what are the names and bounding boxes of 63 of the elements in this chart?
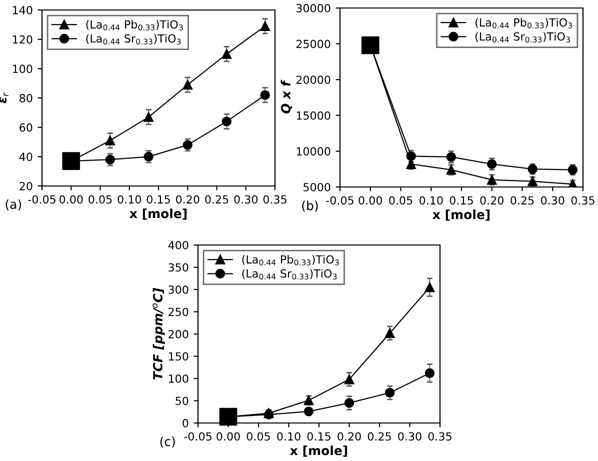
x-tick-label: -0.05 <box>28 195 56 204</box>
x-tick-label: 0.20 <box>338 432 361 441</box>
legend-label: (La$_{0.44}$ Sr$_{0.33}$)TiO$_{3}$ <box>86 34 181 44</box>
y-tick-label: 100 <box>12 64 32 74</box>
x-tick-label: 0.00 <box>216 432 240 441</box>
x-tick-label: 0.30 <box>540 196 564 205</box>
y-tick-label: 140 <box>12 6 32 14</box>
y-tick-label: 20000 <box>296 76 330 84</box>
x-tick-label: 0.35 <box>571 196 594 205</box>
y-tick-label: 50 <box>176 396 188 406</box>
x-tick-label: 0.05 <box>88 195 112 204</box>
x-tick-label: 0.05 <box>389 196 412 205</box>
x-tick-label: 0.15 <box>450 196 473 205</box>
x-tick-label: 0.15 <box>146 195 170 204</box>
x-tick-label: 0.35 <box>428 432 452 441</box>
x-tick-label: 0.00 <box>358 196 382 205</box>
y-tick-label: 350 <box>168 263 188 272</box>
y-tick-label: 400 <box>168 240 188 250</box>
x-tick-label: 0.25 <box>368 432 391 441</box>
x-tick-label: 0.15 <box>307 432 330 441</box>
y-tick-label: 40 <box>19 152 32 162</box>
x-axis-title: x [mole] <box>432 210 490 221</box>
y-tick-label: 120 <box>12 35 32 44</box>
y-tick-label: 300 <box>168 285 188 294</box>
x-axis-title: x [mole] <box>290 446 348 457</box>
y-tick-label: 25000 <box>296 40 330 48</box>
text: (b) <box>302 200 318 212</box>
x-tick-label: 0.30 <box>398 432 422 441</box>
y-tick-label: 100 <box>168 374 188 383</box>
y-tick-label: 60 <box>20 123 32 132</box>
y-tick-label: 150 <box>168 352 188 361</box>
y-tick-label: 250 <box>168 308 188 316</box>
legend-label: (La$_{0.44}$ Pb$_{0.33}$)TiO$_{3}$ <box>86 20 183 30</box>
y-tick-label: 80 <box>20 94 32 102</box>
x-tick-label: 0.10 <box>277 432 300 441</box>
y-tick-label: 20 <box>20 182 32 190</box>
y-axis-title: TCF [ppm/$^{o}$C] <box>152 288 165 380</box>
x-tick-label: 0.20 <box>480 196 504 205</box>
legend-label: (La$_{0.44}$ Sr$_{0.33}$)TiO$_{3}$ <box>242 269 337 280</box>
text: (c) <box>160 436 175 448</box>
text: (a) <box>6 199 22 210</box>
x-tick-label: 0.30 <box>234 195 258 204</box>
legend-label: (La$_{0.44}$ Pb$_{0.33}$)TiO$_{3}$ <box>476 18 572 28</box>
legend-label: (La$_{0.44}$ Pb$_{0.33}$)TiO$_{3}$ <box>242 255 339 266</box>
y-tick-label: 10000 <box>296 147 330 156</box>
y-tick-label: 0 <box>182 418 188 428</box>
y-tick-label: 200 <box>168 330 188 338</box>
y-tick-label: 15000 <box>296 111 330 120</box>
legend-label: (La$_{0.44}$ Sr$_{0.33}$)TiO$_{3}$ <box>476 32 570 42</box>
y-tick-label: 5000 <box>304 182 330 192</box>
x-axis-title: x [mole] <box>130 208 187 220</box>
x-tick-label: 0.05 <box>246 432 270 441</box>
y-axis-title: Q x f <box>280 80 292 114</box>
x-tick-label: 0.00 <box>59 195 83 204</box>
x-tick-label: 0.35 <box>263 195 286 204</box>
x-tick-label: 0.25 <box>205 195 228 204</box>
y-tick-label: 30000 <box>296 4 330 12</box>
x-tick-label: 0.20 <box>176 195 200 204</box>
x-tick-label: 0.10 <box>419 196 443 205</box>
x-tick-label: -0.05 <box>184 432 212 441</box>
x-tick-label: 0.25 <box>510 196 534 205</box>
x-tick-label: -0.05 <box>326 196 354 205</box>
x-tick-label: 0.10 <box>118 195 142 204</box>
